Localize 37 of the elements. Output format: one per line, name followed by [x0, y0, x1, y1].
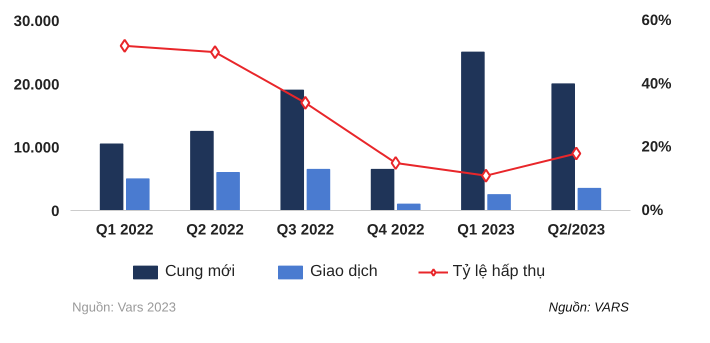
bar — [100, 144, 124, 210]
y-tick-label: 30.000 — [14, 13, 60, 30]
x-tick-label: Q3 2022 — [276, 222, 334, 238]
bar — [190, 130, 214, 210]
x-tick-label: Q4 2022 — [366, 222, 424, 238]
point — [120, 38, 130, 53]
point — [300, 96, 310, 110]
y-tick-label: 20.000 — [14, 76, 60, 94]
x-tick-label: Q1 2022 — [96, 222, 154, 238]
bar — [126, 178, 150, 210]
point — [480, 168, 491, 183]
legend-label: Tỷ lệ hấp thụ — [452, 263, 546, 281]
x-tick-label: Q2/2023 — [548, 222, 606, 238]
text: Nguồn: Vars 2023 — [72, 300, 176, 314]
point — [210, 45, 220, 60]
bar — [578, 188, 602, 210]
bar — [306, 168, 330, 210]
bar — [370, 168, 394, 210]
point — [390, 156, 401, 170]
bar — [551, 83, 575, 210]
bar — [280, 90, 304, 210]
bar — [396, 204, 421, 210]
y2-tick-label: 40% — [642, 75, 672, 92]
legend-label: Cung mới — [165, 263, 236, 281]
legend-label: Giao dịch — [310, 263, 378, 281]
point — [571, 146, 582, 160]
y-tick-label: 10.000 — [14, 140, 60, 157]
y2-tick-label: 0% — [642, 202, 664, 219]
y-tick-label: 0 — [51, 203, 60, 220]
y2-tick-label: 60% — [642, 12, 672, 29]
bar — [487, 194, 511, 210]
y2-tick-label: 20% — [642, 138, 672, 156]
bar — [216, 172, 240, 210]
x-tick-label: Q2 2022 — [186, 222, 244, 238]
bar — [461, 52, 485, 210]
text: Nguồn: VARS — [548, 300, 630, 314]
x-tick-label: Q1 2023 — [457, 222, 515, 238]
